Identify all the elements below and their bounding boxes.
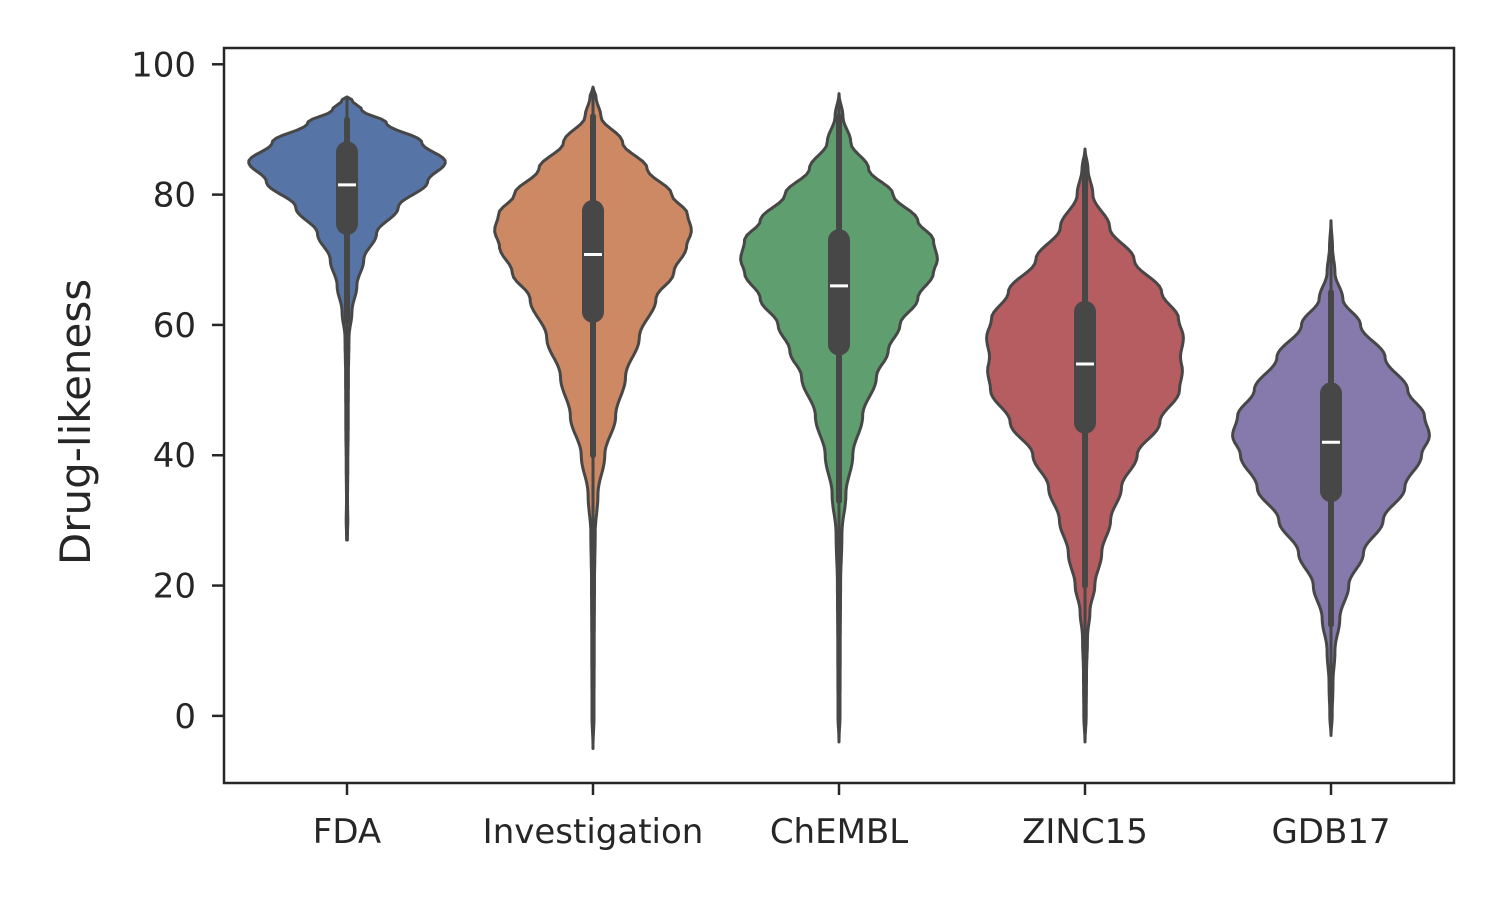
x-tick-label: FDA xyxy=(313,812,381,852)
plot-frame xyxy=(222,46,1456,785)
violin-gdb17 xyxy=(1231,219,1431,737)
y-tick-label: 40 xyxy=(153,436,196,476)
x-tick-label: GDB17 xyxy=(1271,812,1390,852)
violin-investigation xyxy=(493,85,693,750)
x-tick-label: ZINC15 xyxy=(1022,812,1148,852)
violins-layer xyxy=(247,85,1431,750)
axis-ticks-layer: FDA Investigation ChEMBL ZINC15 GDB17 0 20 40 60… xyxy=(131,45,1390,852)
y-tick-label: 60 xyxy=(153,306,196,346)
violin-zinc15 xyxy=(985,147,1185,744)
y-tick-label: 0 xyxy=(174,697,196,737)
x-tick-label: Investigation xyxy=(483,812,704,852)
y-tick-label: 20 xyxy=(153,567,196,607)
violin-fda xyxy=(247,95,447,542)
y-axis-title: Drug-likeness xyxy=(51,279,100,565)
violin-chembl xyxy=(739,92,939,744)
x-tick-label: ChEMBL xyxy=(770,812,908,852)
y-tick-label: 80 xyxy=(153,176,196,216)
y-tick-label: 100 xyxy=(131,45,196,85)
